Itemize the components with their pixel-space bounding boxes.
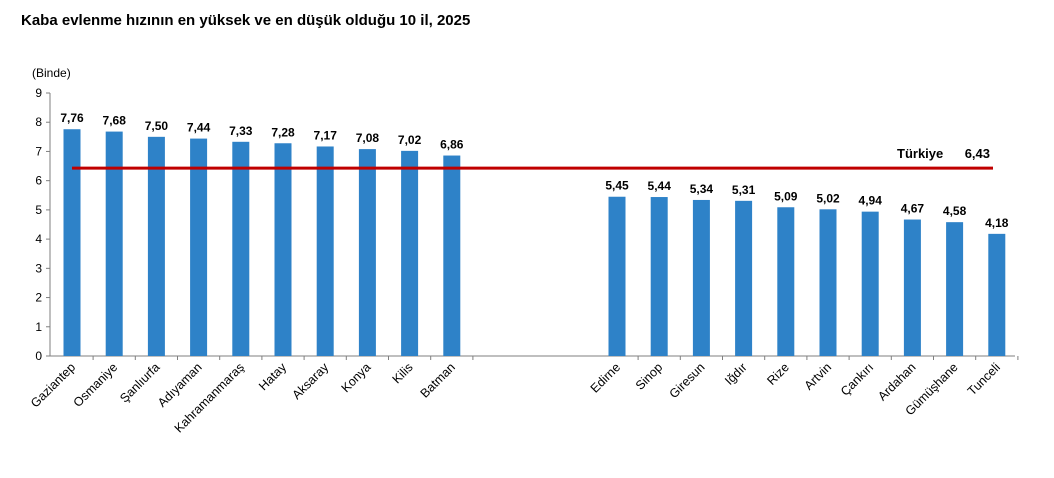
y-tick-label: 9: [35, 86, 42, 100]
bar: [190, 138, 208, 356]
data-label: 4,94: [859, 194, 883, 208]
bar: [274, 143, 292, 356]
bar: [946, 222, 964, 356]
data-label: 7,76: [60, 111, 84, 125]
category-label: Kilis: [390, 360, 416, 386]
y-tick-label: 1: [35, 320, 42, 334]
reference-line-label: Türkiye: [897, 146, 943, 161]
y-tick-label: 2: [35, 291, 42, 305]
data-label: 7,02: [398, 133, 422, 147]
y-tick-label: 0: [35, 349, 42, 363]
category-label: Iğdır: [722, 360, 750, 388]
category-label: Osmaniye: [71, 360, 121, 410]
data-label: 5,31: [732, 183, 756, 197]
chart-title: Kaba evlenme hızının en yüksek ve en düş…: [21, 12, 471, 29]
category-label: Hatay: [256, 360, 290, 394]
bar: [819, 209, 837, 356]
data-label: 7,68: [103, 114, 127, 128]
y-tick-label: 4: [35, 232, 42, 246]
data-label: 4,58: [943, 204, 967, 218]
data-label: 5,09: [774, 189, 798, 203]
bar: [861, 211, 879, 356]
bar: [608, 196, 626, 356]
reference-line-value: 6,43: [965, 146, 990, 161]
bar: [147, 136, 165, 356]
bar: [443, 155, 461, 356]
bar: [316, 146, 334, 356]
y-axis-unit-label: (Binde): [32, 66, 71, 80]
data-label: 7,50: [145, 119, 169, 133]
category-label: Sinop: [633, 360, 666, 393]
category-label: Konya: [339, 360, 374, 395]
data-label: 4,18: [985, 216, 1009, 230]
category-label: Batman: [418, 360, 458, 400]
data-label: 5,45: [605, 179, 629, 193]
y-tick-label: 7: [35, 144, 42, 158]
data-label: 7,28: [271, 125, 295, 139]
y-tick-label: 3: [35, 261, 42, 275]
y-tick-label: 6: [35, 174, 42, 188]
data-label: 7,08: [356, 131, 380, 145]
bar: [650, 197, 668, 356]
bar: [988, 233, 1006, 356]
category-label: Ardahan: [875, 360, 918, 403]
bar: [232, 141, 250, 356]
bar: [63, 129, 81, 356]
bar: [777, 207, 795, 356]
data-label: 5,02: [816, 191, 840, 205]
y-tick-label: 5: [35, 203, 42, 217]
bar: [401, 150, 419, 356]
bar: [358, 149, 376, 356]
category-label: Giresun: [667, 360, 708, 401]
data-label: 4,67: [901, 202, 925, 216]
category-label: Çankırı: [838, 360, 876, 398]
bar: [105, 131, 123, 356]
category-label: Artvin: [802, 360, 835, 393]
category-label: Edirne: [588, 360, 623, 395]
data-label: 7,44: [187, 121, 211, 135]
bar: [903, 219, 921, 356]
data-label: 5,44: [648, 179, 672, 193]
category-label: Aksaray: [289, 360, 331, 402]
category-label: Gaziantep: [28, 360, 78, 410]
y-tick-label: 8: [35, 115, 42, 129]
data-label: 7,33: [229, 124, 253, 138]
data-label: 5,34: [690, 182, 714, 196]
category-label: Tunceli: [965, 360, 1003, 398]
data-label: 6,86: [440, 138, 464, 152]
bar: [735, 200, 753, 356]
category-label: Rize: [764, 360, 792, 388]
bar: [692, 199, 710, 356]
data-label: 7,17: [314, 128, 338, 142]
